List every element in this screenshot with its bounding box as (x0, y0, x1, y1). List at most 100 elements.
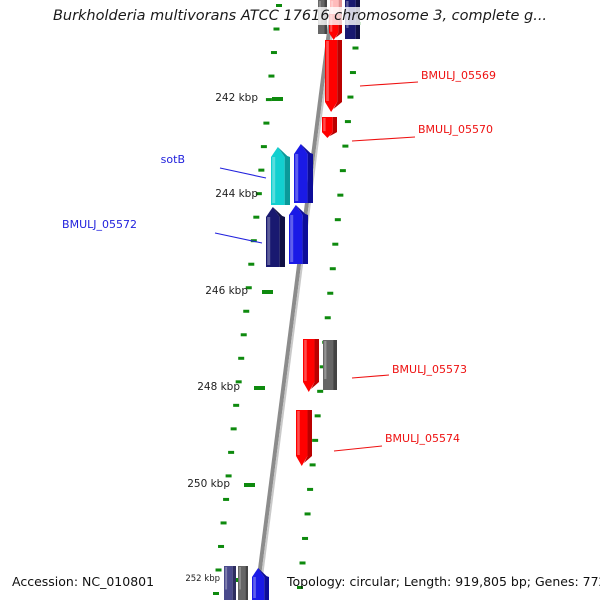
minor-tick-mark (307, 487, 314, 491)
feature-highlight (326, 41, 329, 101)
gene-feature-gray-block-05573[interactable] (323, 340, 337, 390)
gene-label-bmulj_05572[interactable]: BMULJ_05572 (62, 218, 137, 231)
gene-label-bmulj_05574[interactable]: BMULJ_05574 (385, 432, 460, 445)
feature-highlight (304, 340, 307, 381)
axis-tick-label: 252 kbp (185, 574, 220, 584)
minor-tick-mark (342, 144, 349, 148)
feature-body (303, 339, 315, 392)
gene-feature-slate-block-bottom[interactable] (224, 566, 236, 600)
minor-tick-mark (233, 403, 240, 407)
feature-body (322, 117, 333, 138)
minor-tick-mark (299, 561, 306, 565)
feature-shadow-edge (324, 0, 327, 34)
minor-tick-mark (270, 51, 277, 55)
feature-highlight (290, 215, 294, 262)
gene-feature-gene-05574[interactable] (296, 410, 312, 466)
feature-shadow-edge (311, 339, 319, 389)
minor-tick-mark (243, 309, 250, 313)
minor-tick-mark (230, 427, 237, 431)
feature-body (294, 144, 308, 203)
label-leader-lines-layer (214, 81, 419, 452)
minor-tick-mark (324, 316, 331, 320)
gene-feature-gene-05570[interactable] (322, 117, 337, 138)
gene-label-sotb[interactable]: sotB (160, 153, 185, 166)
label-leader-line (359, 81, 419, 87)
gene-feature-gene-sotB[interactable] (271, 147, 290, 205)
genome-axis-line (254, 0, 335, 600)
minor-tick-mark (240, 333, 247, 337)
feature-highlight (297, 411, 300, 455)
genome-axis-line-highlight (258, 0, 337, 600)
minor-tick-mark (225, 474, 232, 478)
minor-tick-mark (248, 262, 255, 266)
genome-summary-status: Topology: circular; Length: 919,805 bp; … (287, 574, 600, 589)
gene-label-bmulj_05570[interactable]: BMULJ_05570 (418, 123, 493, 136)
gene-features-layer[interactable] (224, 0, 360, 600)
feature-highlight (239, 567, 241, 590)
feature-shadow-edge (333, 40, 342, 109)
gene-feature-gene-05569[interactable] (325, 40, 342, 112)
minor-tick-mark (352, 46, 359, 50)
feature-body (224, 566, 233, 600)
minor-tick-mark (253, 215, 260, 219)
gene-feature-navy-block-top[interactable] (345, 0, 360, 39)
feature-highlight (267, 217, 271, 265)
gene-feature-gene-05572[interactable] (266, 207, 285, 267)
gene-feature-gray-block-bottom[interactable] (238, 566, 248, 600)
feature-body (318, 0, 325, 34)
feature-highlight (253, 576, 256, 598)
major-tick-mark (262, 290, 273, 294)
feature-shadow-edge (355, 0, 360, 39)
feature-shadow-edge (295, 205, 308, 264)
gene-feature-gray-block-top[interactable] (318, 0, 327, 34)
feature-shadow-edge (304, 410, 312, 463)
minor-tick-mark (337, 193, 344, 197)
minor-tick-mark (220, 521, 227, 525)
minor-tick-mark (339, 169, 346, 173)
feature-highlight (346, 1, 349, 28)
label-leader-line (333, 445, 383, 452)
feature-body (325, 40, 338, 112)
minor-tick-mark (302, 536, 309, 540)
feature-shadow-edge (258, 568, 269, 600)
feature-highlight (295, 154, 299, 201)
gene-feature-gene-blue-lower[interactable] (289, 205, 308, 264)
feature-shadow-edge (272, 207, 285, 267)
minor-tick-mark (309, 463, 316, 467)
minor-tick-mark (344, 120, 351, 124)
feature-shadow-edge (277, 147, 290, 205)
minor-tick-mark (319, 365, 326, 369)
minor-tick-mark (268, 74, 275, 78)
gene-feature-gene-blue-bottom[interactable] (252, 568, 269, 600)
feature-body (296, 410, 308, 466)
minor-tick-mark (255, 192, 262, 196)
major-tick-mark (272, 97, 283, 101)
label-leader-line (351, 374, 390, 379)
minor-tick-mark (218, 544, 225, 548)
minor-tick-mark (260, 145, 267, 149)
minor-tick-mark (223, 497, 230, 501)
axis-tick-label: 244 kbp (215, 188, 258, 200)
minor-tick-mark (327, 291, 334, 295)
gene-feature-gene-05573[interactable] (303, 339, 319, 392)
feature-body (323, 340, 334, 390)
feature-shadow-edge (300, 144, 313, 203)
gene-label-bmulj_05573[interactable]: BMULJ_05573 (392, 363, 467, 376)
minor-tick-mark (245, 286, 252, 290)
minor-tick-mark (235, 380, 242, 384)
axis-tick-label: 242 kbp (215, 92, 258, 104)
feature-highlight (319, 1, 321, 24)
feature-body (271, 147, 285, 205)
gene-label-bmulj_05569[interactable]: BMULJ_05569 (421, 69, 496, 82)
axis-tick-label: 248 kbp (197, 381, 240, 393)
minor-tick-mark (334, 218, 341, 222)
gene-feature-gene-blue-upper[interactable] (294, 144, 313, 203)
feature-highlight (323, 118, 326, 132)
feature-highlight (330, 15, 333, 32)
minor-tick-mark (228, 450, 235, 454)
feature-highlight (225, 567, 228, 590)
feature-body (289, 205, 303, 264)
feature-highlight (272, 157, 276, 203)
